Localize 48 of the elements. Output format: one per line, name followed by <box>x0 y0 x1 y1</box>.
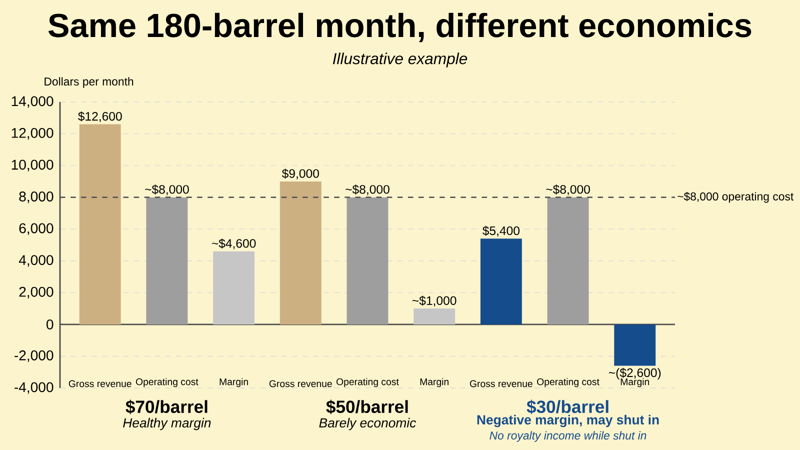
data-label: ~$8,000 <box>546 184 590 196</box>
y-tick-label: 8,000 <box>19 192 54 204</box>
bar <box>480 238 522 324</box>
text: No royalty income while shut in <box>490 431 646 442</box>
bar <box>79 124 121 324</box>
text: Healthy margin <box>123 418 211 430</box>
y-tick-label: 4,000 <box>18 255 54 267</box>
data-label: $5,400 <box>482 226 520 237</box>
x-tick-label: Gross revenue <box>269 380 332 388</box>
text: Negative margin, may shut in <box>477 414 659 428</box>
text: $70/barrel <box>126 400 208 414</box>
x-tick-label: Gross revenue <box>470 380 532 388</box>
bar <box>146 197 188 324</box>
y-tick-label: 12,000 <box>12 128 54 140</box>
y-tick-label: -2,000 <box>14 350 54 362</box>
data-label: ~$8,000 <box>346 184 390 196</box>
y-tick-label: -4,000 <box>14 382 54 394</box>
x-tick-label: Margin <box>220 378 248 388</box>
y-tick-label: 6,000 <box>19 223 54 235</box>
text: $30/barrel <box>526 400 608 414</box>
bar <box>614 324 656 366</box>
y-axis-title: Dollars per month <box>44 77 134 88</box>
data-label: $9,000 <box>282 168 319 180</box>
text: Barely economic <box>319 418 416 430</box>
bar <box>346 197 388 324</box>
bar <box>414 308 456 324</box>
text: $50/barrel <box>326 400 408 414</box>
chart-subtitle: Illustrative example <box>332 52 468 68</box>
x-tick-label: Operating cost <box>537 378 600 388</box>
bar <box>547 197 589 324</box>
data-label: ~$8,000 <box>145 184 189 196</box>
data-label: ~$1,000 <box>412 296 456 306</box>
data-label: ~($2,600) <box>608 368 661 380</box>
data-label: ~$4,600 <box>212 238 256 250</box>
x-tick-label: Margin <box>420 378 448 388</box>
data-label: $12,600 <box>78 111 122 122</box>
y-tick-label: 2,000 <box>19 286 54 298</box>
y-tick-label: 10,000 <box>12 160 54 172</box>
y-tick-label: 0 <box>46 319 54 330</box>
x-tick-label: Gross revenue <box>68 380 132 388</box>
chart-title: Same 180-barrel month, different economics <box>48 12 752 42</box>
x-tick-label: Operating cost <box>136 378 198 388</box>
x-tick-label: Operating cost <box>336 378 399 388</box>
y-tick-label: 14,000 <box>12 96 54 108</box>
bar <box>213 251 255 324</box>
bar <box>280 181 322 324</box>
ref-line-label: ~$8,000 operating cost <box>678 192 794 203</box>
x-tick-label: Margin <box>620 378 650 388</box>
